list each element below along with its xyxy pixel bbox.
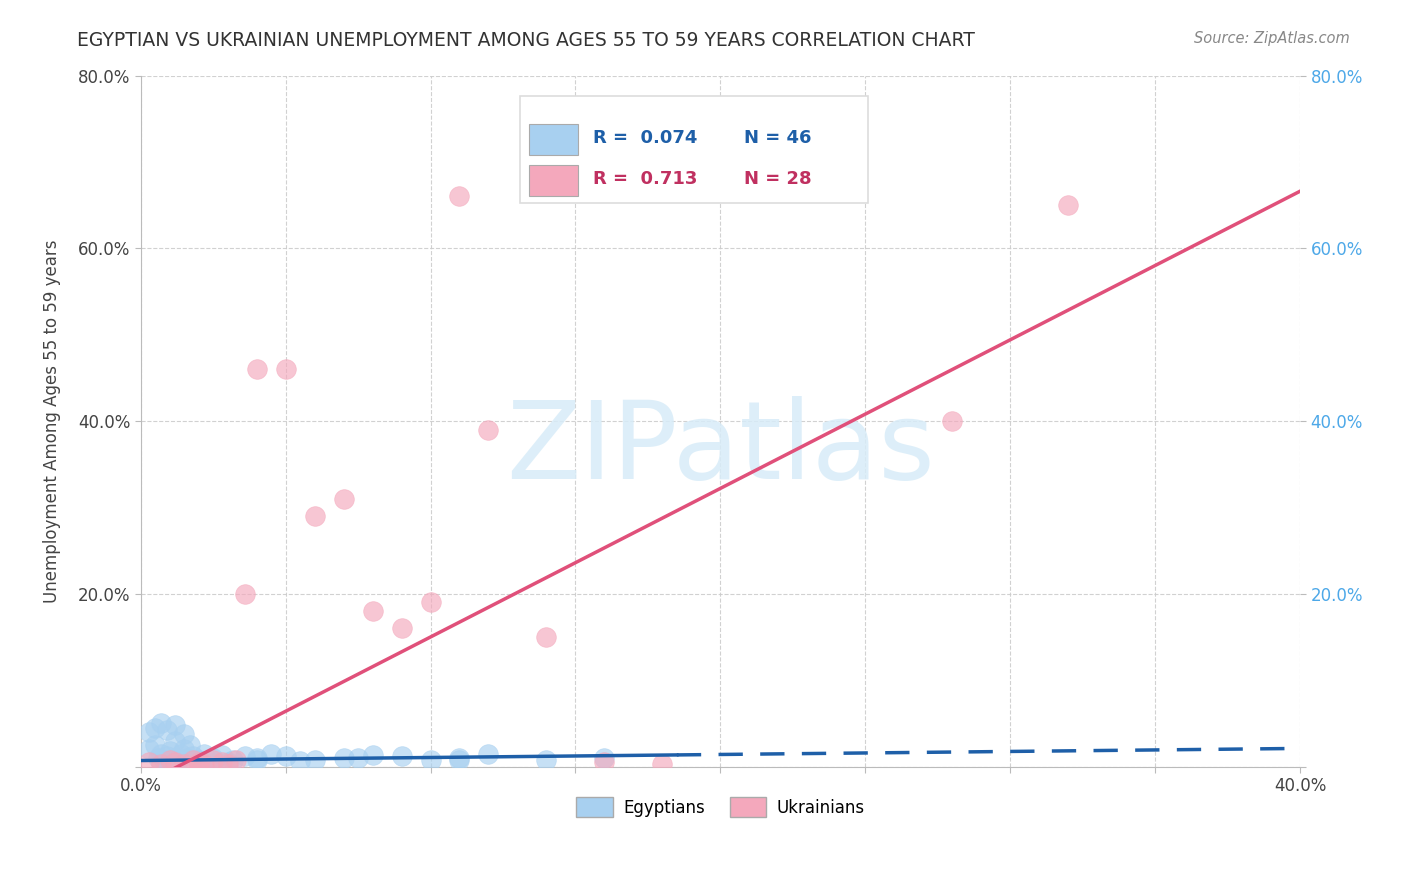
Point <box>233 587 256 601</box>
Point <box>391 749 413 764</box>
Point <box>246 751 269 765</box>
Point <box>176 751 198 765</box>
Point <box>361 748 384 763</box>
Point <box>274 362 297 376</box>
Point <box>419 595 441 609</box>
Point <box>167 753 190 767</box>
Point <box>187 755 209 769</box>
Point <box>274 749 297 764</box>
Point <box>173 742 195 756</box>
Point <box>138 756 160 770</box>
Point <box>419 753 441 767</box>
Point <box>150 747 173 761</box>
Legend: Egyptians, Ukrainians: Egyptians, Ukrainians <box>569 790 872 824</box>
Point <box>193 747 215 761</box>
Point <box>187 756 209 770</box>
Point <box>449 189 471 203</box>
Text: EGYPTIAN VS UKRAINIAN UNEMPLOYMENT AMONG AGES 55 TO 59 YEARS CORRELATION CHART: EGYPTIAN VS UKRAINIAN UNEMPLOYMENT AMONG… <box>77 31 976 50</box>
Point <box>246 753 269 767</box>
Point <box>159 744 181 758</box>
Point <box>449 751 471 765</box>
Point <box>304 753 326 767</box>
Point <box>246 362 269 376</box>
Point <box>202 751 225 765</box>
Point <box>150 716 173 731</box>
Point <box>361 604 384 618</box>
Text: N = 28: N = 28 <box>744 170 811 188</box>
Point <box>593 751 616 765</box>
Point <box>332 491 354 506</box>
Point <box>138 725 160 739</box>
Point <box>165 733 187 747</box>
Point <box>225 753 247 767</box>
Point <box>187 756 209 771</box>
Text: N = 46: N = 46 <box>744 128 811 146</box>
Point <box>651 756 673 771</box>
Point <box>449 753 471 767</box>
Point <box>477 747 499 761</box>
Point <box>211 748 233 763</box>
Point <box>202 753 225 767</box>
Point <box>159 753 181 767</box>
Text: R =  0.074: R = 0.074 <box>593 128 697 146</box>
Text: ZIPatlas: ZIPatlas <box>506 396 935 501</box>
Point <box>181 749 204 764</box>
Point <box>477 423 499 437</box>
Point <box>391 621 413 635</box>
Point <box>165 756 187 770</box>
Point <box>138 742 160 756</box>
Point <box>217 756 239 771</box>
Point <box>143 721 166 735</box>
Point <box>211 756 233 770</box>
Point <box>941 414 963 428</box>
FancyBboxPatch shape <box>529 165 578 196</box>
Point <box>332 751 354 765</box>
Text: R =  0.713: R = 0.713 <box>593 170 697 188</box>
Point <box>181 753 204 767</box>
Text: Source: ZipAtlas.com: Source: ZipAtlas.com <box>1194 31 1350 46</box>
Point <box>536 753 558 767</box>
Point <box>173 756 195 771</box>
Point <box>146 751 169 765</box>
FancyBboxPatch shape <box>520 96 868 203</box>
Point <box>150 756 173 771</box>
Point <box>162 756 184 770</box>
Point <box>217 756 239 770</box>
Point <box>170 747 193 761</box>
Point <box>179 738 201 752</box>
Point <box>304 509 326 524</box>
Point <box>222 753 245 767</box>
Point <box>156 749 179 764</box>
Point <box>288 755 311 769</box>
Point <box>202 756 225 771</box>
Y-axis label: Unemployment Among Ages 55 to 59 years: Unemployment Among Ages 55 to 59 years <box>44 239 60 603</box>
Point <box>260 747 283 761</box>
Point <box>233 749 256 764</box>
Point <box>165 718 187 732</box>
Point <box>173 727 195 741</box>
Point <box>153 753 176 767</box>
Point <box>193 756 215 771</box>
Point <box>187 753 209 767</box>
Point <box>347 751 370 765</box>
Point <box>156 723 179 738</box>
FancyBboxPatch shape <box>529 124 578 155</box>
Point <box>143 738 166 752</box>
Point <box>593 756 616 770</box>
Point <box>1057 198 1080 212</box>
Point <box>536 630 558 644</box>
